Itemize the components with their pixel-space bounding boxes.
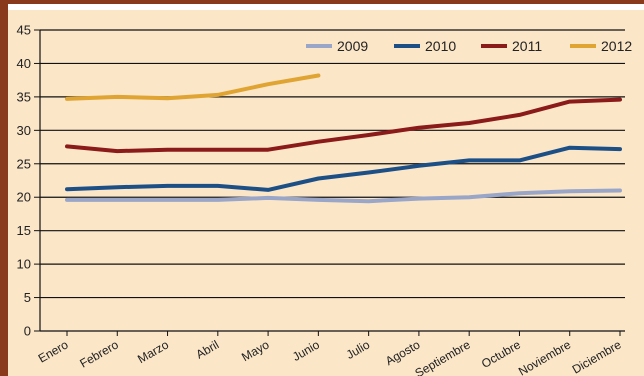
x-tick-label-7: Agosto (383, 337, 423, 368)
y-tick-label-35: 35 (17, 89, 31, 104)
x-tick-label-8: Septiembre (413, 337, 473, 376)
legend: 2009 2010 2011 2012 (306, 38, 632, 54)
y-tick-label-20: 20 (17, 190, 31, 205)
y-tick-label-25: 25 (17, 156, 31, 171)
y-tick-label-0: 0 (24, 324, 31, 339)
x-tick-label-10: Noviembre (516, 337, 574, 376)
series-line-2010 (65, 145, 622, 192)
y-tick-label-10: 10 (17, 257, 31, 272)
legend-label-2009: 2009 (337, 38, 368, 54)
series-lines (65, 73, 622, 204)
y-tick-label-45: 45 (17, 23, 31, 38)
x-tick-label-3: Abril (194, 337, 222, 361)
series-line-2009 (65, 188, 622, 204)
x-tick-label-11: Diciembre (570, 337, 624, 376)
legend-label-2010: 2010 (425, 38, 456, 54)
y-tick-label-5: 5 (24, 290, 31, 305)
y-axis: 0 5 10 15 20 25 30 35 40 45 (17, 23, 41, 339)
y-tick-label-15: 15 (17, 223, 31, 238)
x-tick-label-4: Mayo (239, 337, 272, 364)
x-tick-label-2: Marzo (135, 337, 171, 366)
grid-lines (40, 29, 625, 332)
y-tick-label-40: 40 (17, 56, 31, 71)
x-axis: Enero Febrero Marzo Abril Mayo Junio Julio Agos… (36, 331, 624, 376)
legend-label-2011: 2011 (512, 38, 542, 54)
x-tick-label-6: Julio (344, 337, 373, 362)
y-tick-label-30: 30 (17, 123, 31, 138)
x-tick-label-0: Enero (36, 337, 71, 365)
legend-label-2012: 2012 (601, 38, 632, 54)
top-strip (8, 4, 644, 10)
series-line-2012 (65, 73, 321, 101)
x-tick-label-1: Febrero (77, 337, 121, 370)
series-line-2011 (65, 97, 622, 154)
x-tick-label-5: Junio (290, 337, 322, 364)
